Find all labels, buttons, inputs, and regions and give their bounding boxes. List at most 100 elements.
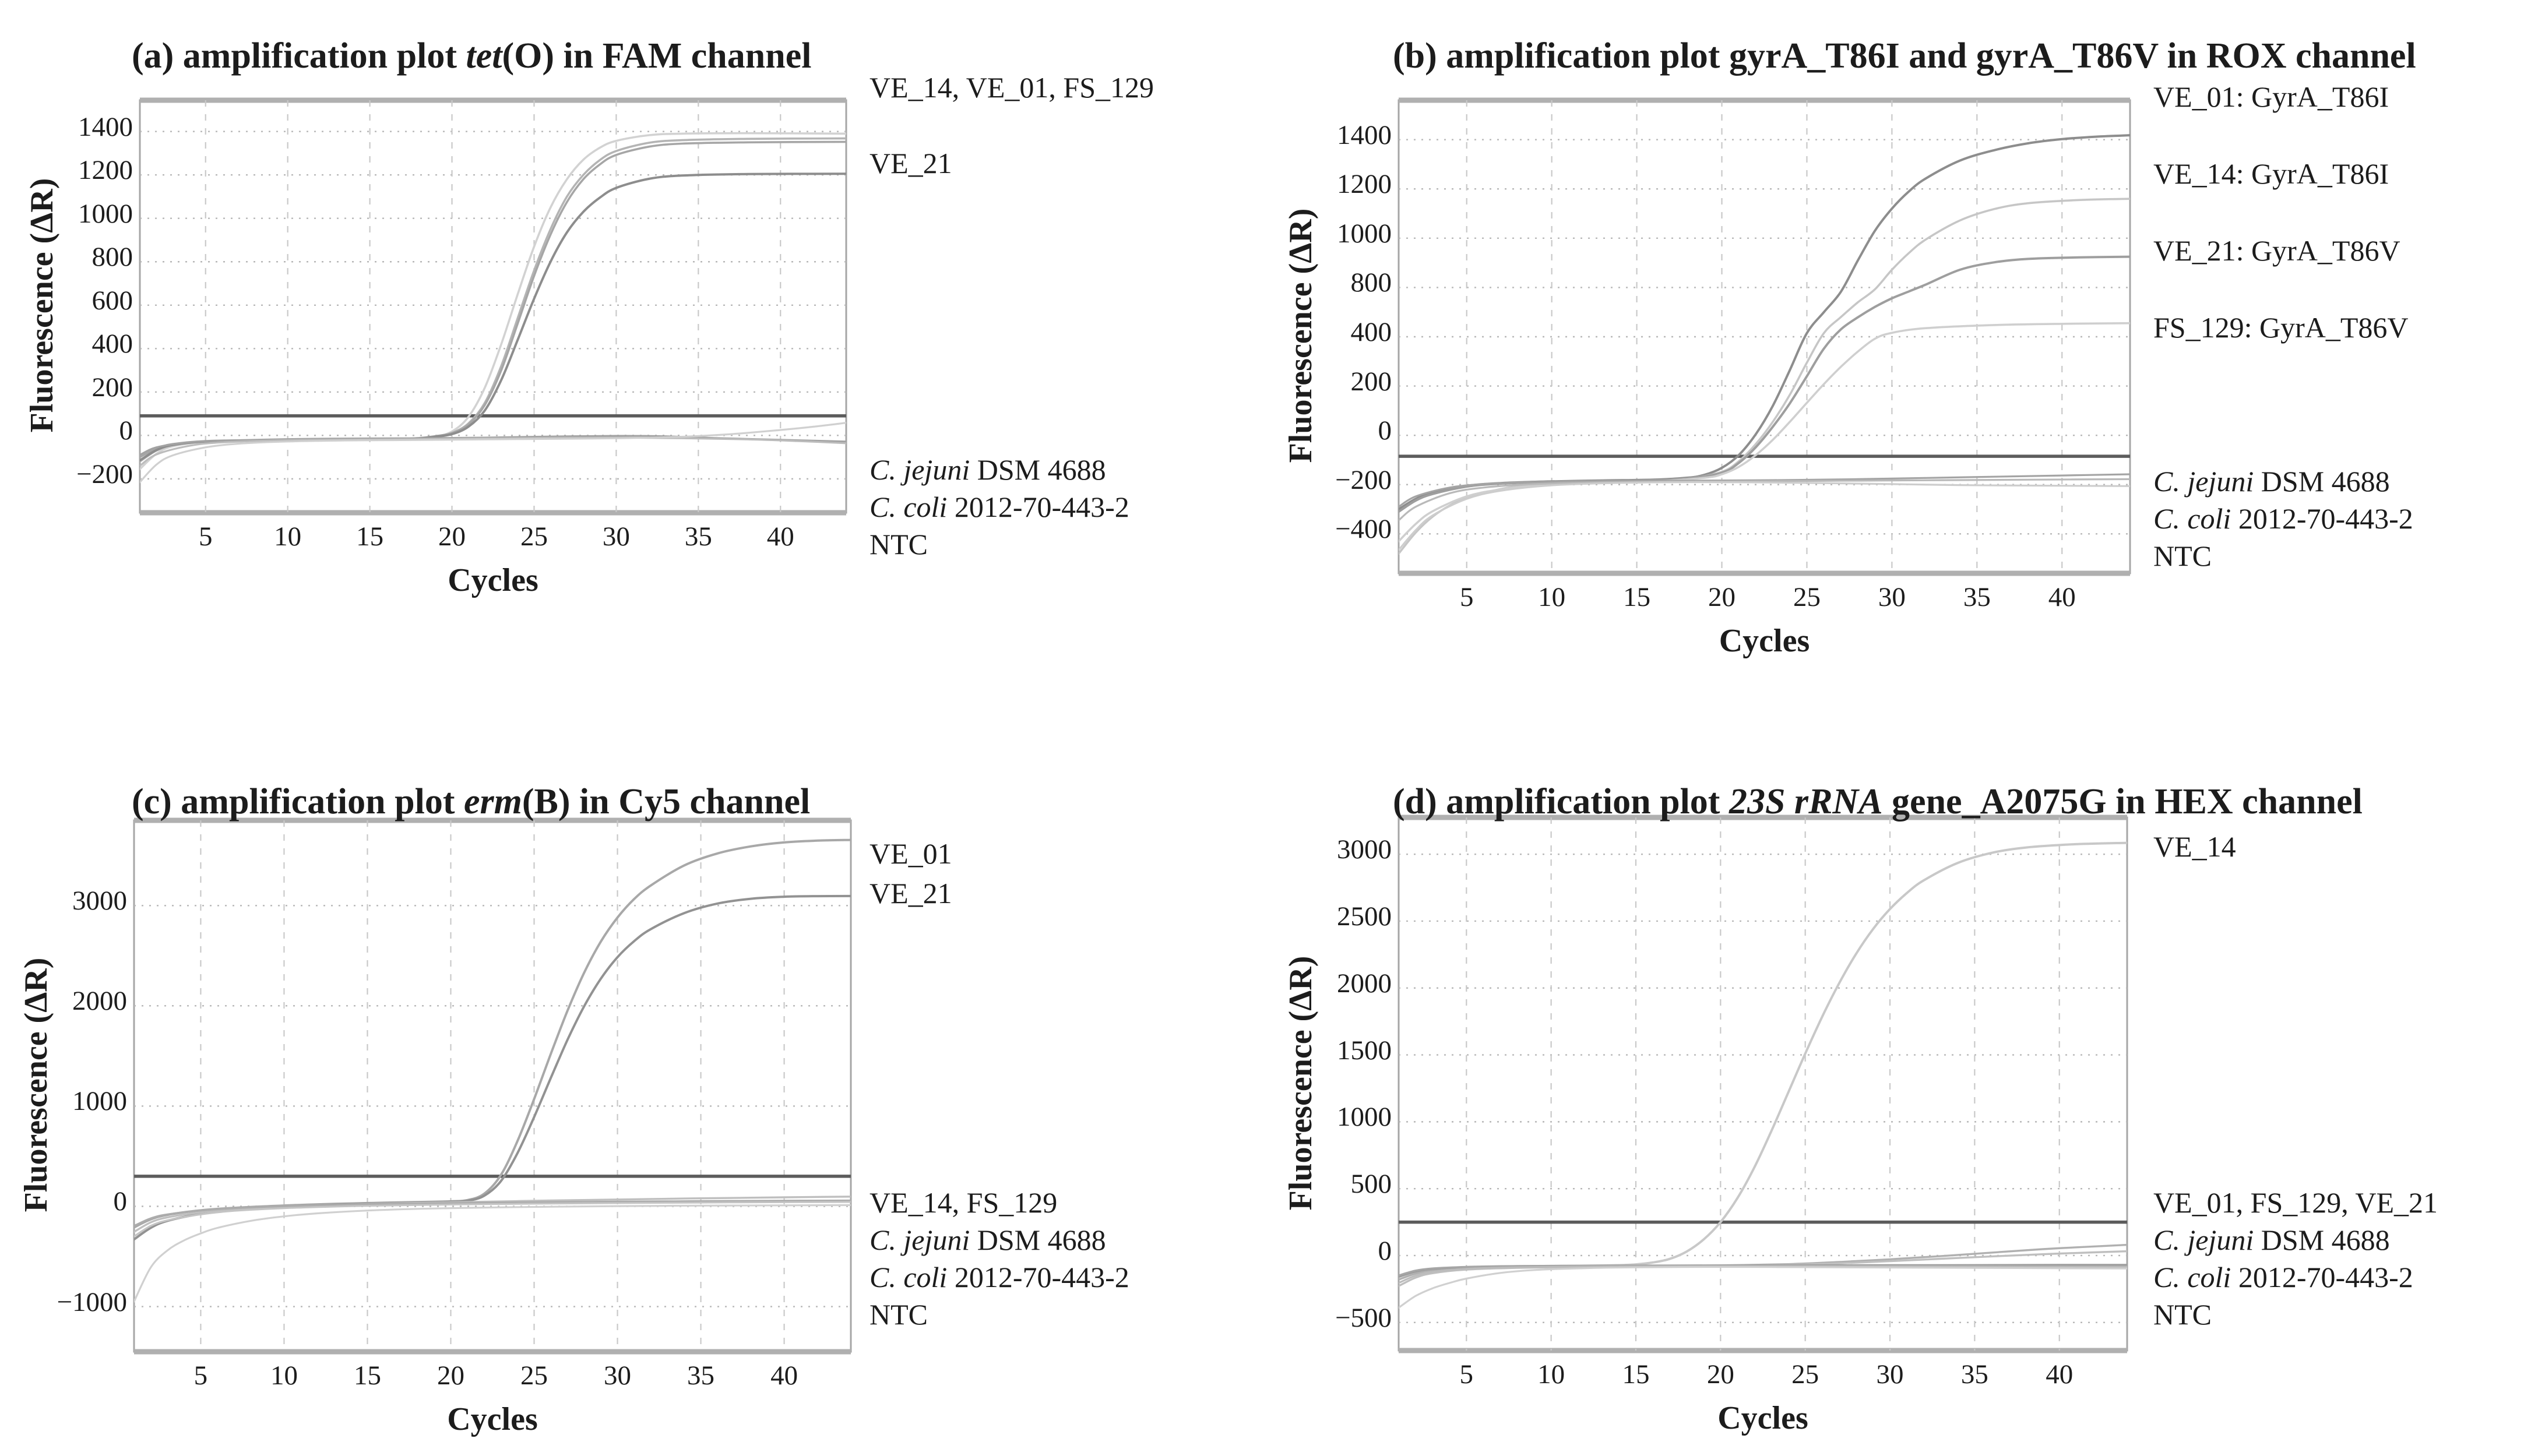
panel-b-title: (b) amplification plot gyrA_T86I and gyr…	[1393, 36, 2416, 77]
panel-d-y-axis-label: Fluorescence (ΔR)	[1283, 956, 1319, 1210]
text-segment: VE_14: GyrA_T86I	[2153, 157, 2389, 190]
legend-item: C. coli 2012-70-443-2	[2153, 502, 2413, 535]
italic-text-segment: C. jejuni	[2153, 465, 2254, 498]
text-segment: DSM 4688	[970, 453, 1106, 486]
x-tick-label: 15	[353, 1360, 381, 1391]
y-tick-label: −200	[76, 459, 133, 489]
text-segment: 2012-70-443-2	[947, 1261, 1129, 1293]
legend-item: NTC	[2153, 540, 2212, 572]
x-tick-label: 25	[520, 521, 548, 552]
legend-item: C. coli 2012-70-443-2	[870, 1261, 1129, 1293]
panel-d-plot	[1397, 815, 2128, 1353]
text-segment: (a) amplification plot	[132, 36, 466, 76]
series-curve-ntc	[1399, 1265, 2127, 1309]
x-tick-label: 35	[1963, 582, 1991, 612]
series-curves	[1399, 134, 2130, 555]
legend-item: VE_21	[870, 147, 952, 179]
x-tick-label: 20	[436, 1360, 464, 1391]
text-segment: 2012-70-443-2	[2231, 502, 2413, 535]
y-tick-label: −400	[1335, 514, 1392, 545]
legend-item: FS_129: GyrA_T86V	[2153, 311, 2409, 344]
legend-item: VE_01: GyrA_T86I	[2153, 80, 2389, 113]
plot-frame	[133, 819, 852, 1353]
legend-item: C. jejuni DSM 4688	[870, 453, 1106, 486]
y-tick-label: 1400	[78, 111, 133, 142]
italic-text-segment: erm	[464, 782, 522, 822]
y-tick-label: 600	[91, 285, 133, 316]
text-segment: VE_21	[870, 877, 952, 909]
text-segment: DSM 4688	[970, 1224, 1106, 1256]
panel-b-x-axis-label: Cycles	[1719, 623, 1810, 659]
x-tick-label: 40	[2048, 582, 2076, 612]
x-tick-label: 5	[1459, 1359, 1474, 1390]
y-tick-label: 1200	[78, 155, 133, 186]
gridlines	[134, 820, 851, 1352]
x-tick-label: 20	[1708, 582, 1736, 612]
legend-item: VE_14, FS_129	[870, 1186, 1057, 1219]
text-segment: VE_14	[2153, 830, 2236, 863]
y-tick-label: 1500	[1337, 1035, 1392, 1066]
series-curve-c-coli-2012-70-443-2	[134, 1201, 851, 1238]
text-segment: (c) amplification plot	[132, 782, 464, 822]
y-tick-label: 0	[1378, 415, 1392, 446]
y-tick-label: 1000	[78, 198, 133, 229]
y-tick-label: 800	[1350, 267, 1392, 298]
x-tick-label: 35	[687, 1360, 715, 1391]
x-tick-label: 20	[1706, 1359, 1734, 1390]
italic-text-segment: C. jejuni	[870, 1224, 970, 1256]
text-segment: DSM 4688	[2254, 465, 2390, 498]
x-tick-label: 30	[602, 521, 630, 552]
y-tick-label: −200	[1335, 464, 1392, 495]
legend-item: NTC	[870, 1298, 928, 1331]
plot-frame	[139, 99, 847, 514]
legend-item: C. coli 2012-70-443-2	[2153, 1261, 2413, 1293]
x-tick-label: 10	[1537, 1359, 1565, 1390]
series-curve-c-jejuni-dsm-4688	[134, 1199, 851, 1227]
legend-item: VE_14	[2153, 830, 2236, 863]
series-curves	[140, 132, 846, 484]
x-tick-label: 15	[1622, 1359, 1650, 1390]
italic-text-segment: C. jejuni	[2153, 1224, 2254, 1256]
x-tick-label: 10	[270, 1360, 298, 1391]
panel-c-plot	[133, 817, 852, 1355]
x-tick-label: 5	[198, 521, 213, 552]
legend-item: VE_14: GyrA_T86I	[2153, 157, 2389, 190]
x-tick-label: 35	[684, 521, 712, 552]
y-tick-label: 0	[119, 415, 133, 446]
y-tick-label: 3000	[1337, 834, 1392, 865]
y-tick-label: 400	[91, 329, 133, 359]
y-tick-label: 200	[91, 372, 133, 403]
text-segment: 2012-70-443-2	[947, 491, 1129, 523]
y-tick-label: 2500	[1337, 901, 1392, 932]
x-tick-label: 30	[1876, 1359, 1904, 1390]
x-tick-label: 35	[1960, 1359, 1988, 1390]
x-tick-label: 10	[274, 521, 302, 552]
text-segment: NTC	[2153, 1298, 2212, 1331]
text-segment: 2012-70-443-2	[2231, 1261, 2413, 1293]
plot-frame	[1397, 816, 2128, 1352]
x-tick-label: 5	[1459, 582, 1474, 612]
panel-a-title: (a) amplification plot tet(O) in FAM cha…	[132, 36, 811, 77]
x-tick-label: 25	[1793, 582, 1821, 612]
text-segment: NTC	[870, 528, 928, 560]
legend-item: C. jejuni DSM 4688	[2153, 465, 2390, 498]
text-segment: DSM 4688	[2254, 1224, 2390, 1256]
series-curves	[1399, 841, 2127, 1309]
x-tick-label: 25	[520, 1360, 548, 1391]
text-segment: (O) in FAM channel	[502, 36, 812, 76]
x-tick-label: 40	[770, 1360, 798, 1391]
text-segment: NTC	[2153, 540, 2212, 572]
text-segment: FS_129: GyrA_T86V	[2153, 311, 2409, 344]
panel-d-title: (d) amplification plot 23S rRNA gene_A20…	[1393, 781, 2363, 823]
legend-item: NTC	[870, 528, 928, 560]
x-tick-label: 30	[604, 1360, 632, 1391]
y-tick-label: 200	[1350, 366, 1392, 397]
y-tick-label: 3000	[72, 886, 127, 916]
text-segment: VE_21	[870, 147, 952, 179]
legend-item: C. jejuni DSM 4688	[870, 1224, 1106, 1256]
text-segment: VE_01	[870, 837, 952, 870]
text-segment: NTC	[870, 1298, 928, 1331]
legend-item: VE_21: GyrA_T86V	[2153, 234, 2400, 267]
x-tick-label: 40	[2046, 1359, 2074, 1390]
x-tick-label: 20	[438, 521, 466, 552]
